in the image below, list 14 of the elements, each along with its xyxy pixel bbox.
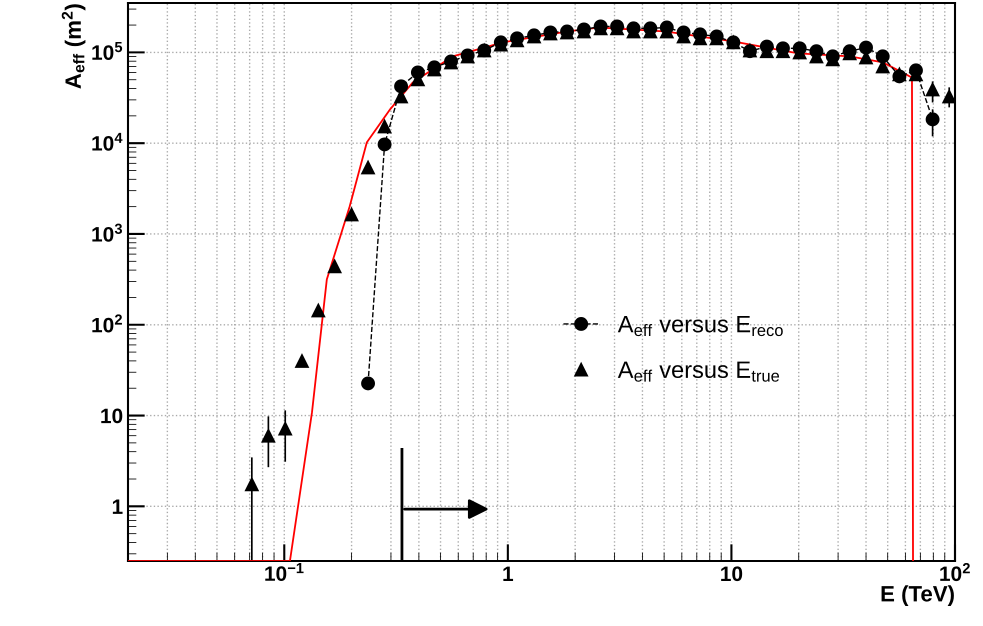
x-tick-label: 10 xyxy=(721,566,742,582)
x-axis-title: E (TeV) xyxy=(882,585,954,606)
legend-label: A$_{eff}$ versus E$_{reco}$ xyxy=(618,316,783,336)
y-axis-title: A$_{eff}$ (m$^{2}$) xyxy=(62,4,86,89)
legend-label: A$_{eff}$ versus E$_{true}$ xyxy=(618,362,780,382)
y-tick-label: 10$^{2}$ xyxy=(92,314,122,332)
y-tick-label: 10 xyxy=(101,408,122,424)
y-tick-label: 1 xyxy=(112,500,123,514)
x-tick-label: 10$^{2}$ xyxy=(940,563,970,582)
x-tick-label: 1 xyxy=(503,566,514,581)
y-tick-label: 10$^{3}$ xyxy=(92,224,122,242)
y-tick-label: 10$^{5}$ xyxy=(92,42,122,60)
y-tick-label: 10$^{4}$ xyxy=(92,132,122,151)
x-tick-label: 10$^{−1}$ xyxy=(265,563,304,581)
